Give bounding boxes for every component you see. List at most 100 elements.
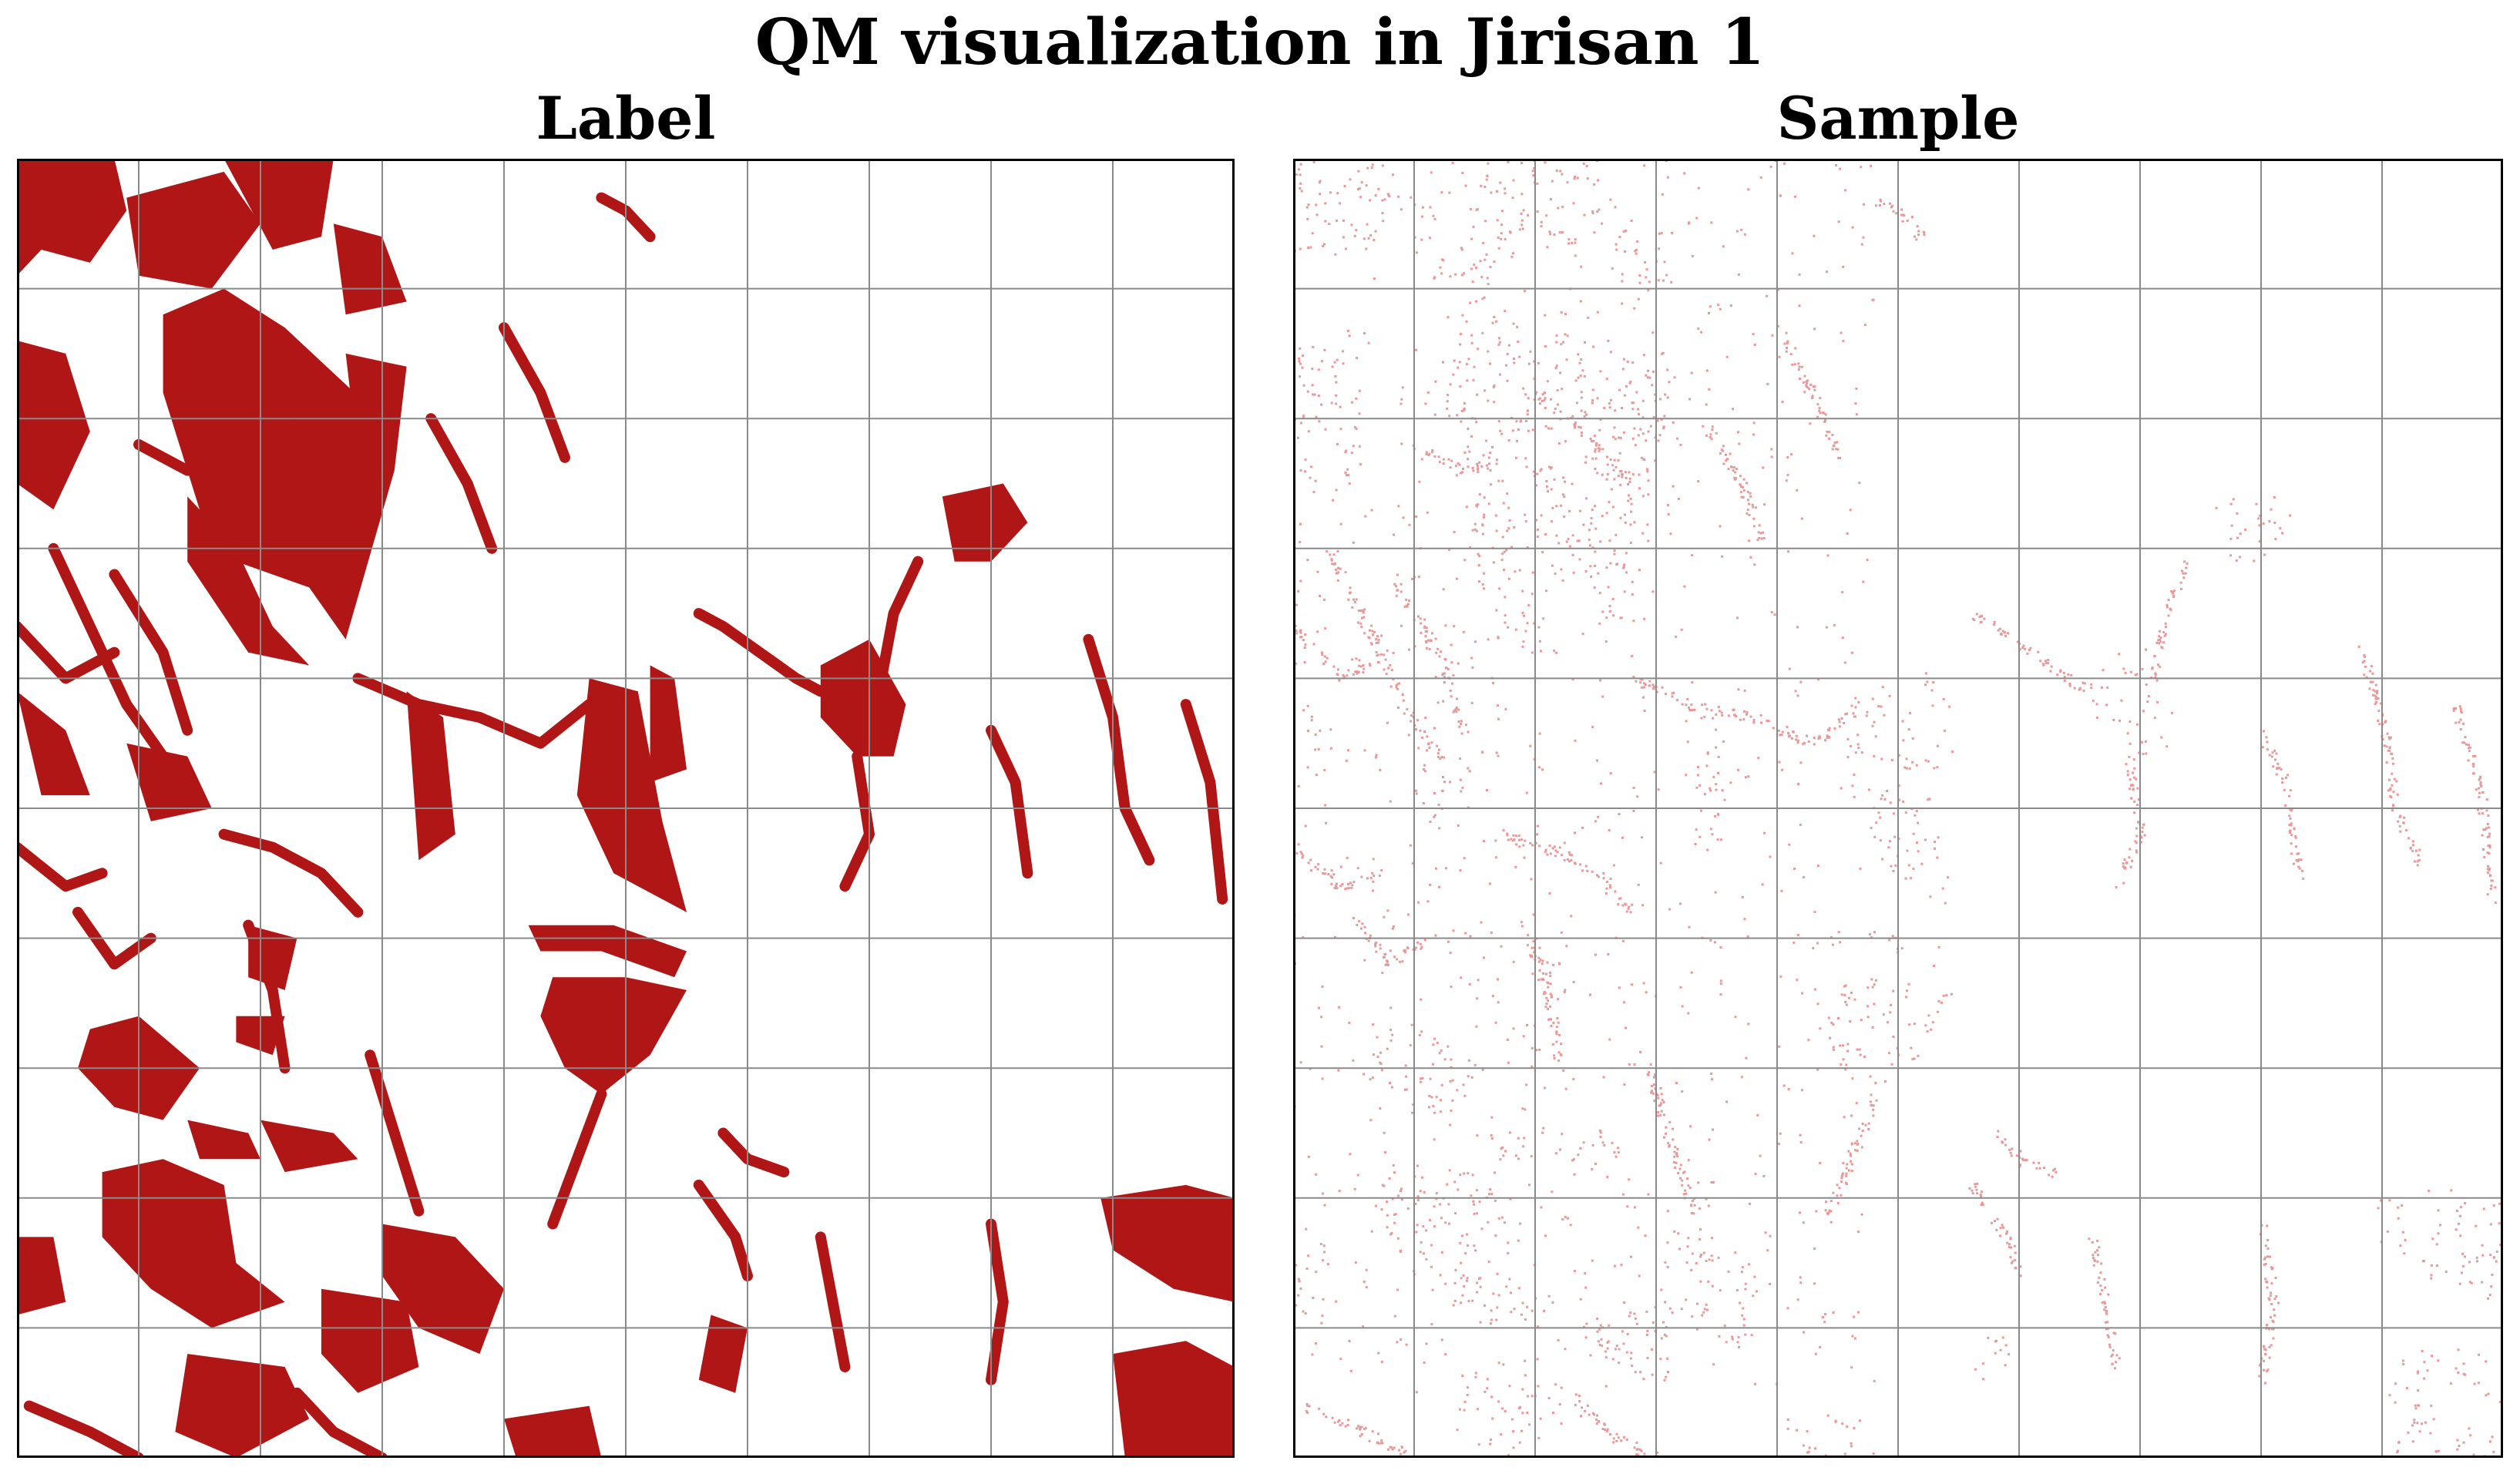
sample-point — [1625, 910, 1628, 913]
sample-point — [1922, 230, 1925, 233]
sample-point — [1341, 1422, 1344, 1425]
sample-point — [1339, 405, 1342, 408]
sample-point — [1443, 1058, 1446, 1061]
sample-point — [2108, 1343, 2111, 1346]
sample-point — [1487, 502, 1490, 505]
sample-point — [1827, 1016, 1830, 1019]
sample-point — [2129, 778, 2132, 781]
sample-point — [1725, 355, 1729, 358]
sample-point — [1542, 617, 1545, 620]
sample-point — [1366, 223, 1369, 226]
landslide-area — [163, 288, 395, 640]
sample-point — [1299, 362, 1302, 365]
sample-point — [1635, 252, 1638, 255]
sample-point — [1469, 935, 1472, 938]
sample-point — [1615, 1439, 1618, 1442]
sample-point — [2488, 852, 2491, 855]
sample-point — [1439, 266, 1442, 269]
sample-point — [2473, 1382, 2476, 1385]
sample-point — [2273, 495, 2276, 499]
sample-point — [1597, 875, 1600, 878]
sample-point — [1758, 536, 1761, 539]
sample-point — [1534, 841, 1537, 844]
sample-point — [1611, 267, 1614, 270]
sample-point — [1540, 220, 1543, 223]
sample-point — [1623, 513, 1626, 516]
sample-point — [1519, 1222, 1522, 1225]
sample-point — [1739, 491, 1742, 494]
sample-point — [1667, 1371, 1670, 1374]
sample-point — [1565, 358, 1568, 361]
sample-point — [1549, 982, 1552, 985]
sample-point — [1521, 611, 1524, 614]
sample-point — [1657, 439, 1660, 442]
sample-point — [1460, 274, 1463, 277]
sample-point — [2135, 827, 2138, 830]
sample-point — [2268, 520, 2271, 523]
sample-point — [2141, 740, 2143, 744]
sample-point — [2391, 762, 2394, 765]
sample-point — [1579, 300, 1582, 303]
sample-point — [1628, 1063, 1631, 1066]
sample-point — [1752, 721, 1756, 724]
sample-point — [2298, 867, 2301, 870]
sample-point — [2051, 1175, 2054, 1178]
sample-point — [1461, 471, 1464, 474]
sample-point — [2029, 646, 2032, 650]
sample-point — [1824, 418, 1826, 421]
sample-point — [1700, 717, 1703, 720]
sample-point — [2159, 639, 2162, 641]
sample-point — [1551, 180, 1554, 183]
sample-point — [1879, 198, 1882, 201]
sample-point — [1414, 1202, 1417, 1205]
sample-point — [1371, 163, 1374, 166]
sample-point — [1574, 238, 1577, 241]
sample-point — [1416, 1195, 1420, 1198]
sample-point — [1314, 733, 1317, 736]
sample-point — [1537, 1436, 1541, 1439]
sample-point — [1477, 564, 1480, 567]
sample-point — [1897, 784, 1900, 787]
sample-point — [1689, 1125, 1692, 1128]
sample-point — [2104, 1302, 2106, 1305]
sample-point — [1591, 509, 1594, 512]
sample-point — [1410, 1023, 1413, 1026]
sample-point — [1573, 1173, 1576, 1176]
sample-point — [1572, 571, 1575, 574]
sample-point — [1688, 706, 1690, 709]
sample-point — [1467, 1059, 1470, 1062]
sample-point — [2115, 886, 2118, 889]
sample-point — [1627, 499, 1630, 502]
sample-point — [1321, 1315, 1324, 1318]
sample-point — [1411, 577, 1413, 580]
sample-point — [1338, 1190, 1341, 1193]
sample-point — [1752, 525, 1756, 528]
sample-point — [1601, 515, 1604, 518]
sample-point — [1842, 340, 1845, 343]
sample-point — [1299, 163, 1302, 166]
sample-point — [1993, 621, 1996, 623]
sample-point — [2485, 798, 2488, 801]
sample-point — [1904, 877, 1907, 880]
sample-point — [1605, 478, 1608, 481]
sample-point — [1584, 1272, 1587, 1275]
sample-point — [1438, 461, 1441, 464]
sample-point — [1295, 1264, 1298, 1267]
sample-point — [1647, 369, 1649, 372]
sample-point — [1747, 775, 1750, 778]
sample-point — [1459, 757, 1462, 760]
sample-point — [1428, 747, 1431, 749]
sample-point — [1660, 232, 1663, 235]
sample-point — [1606, 472, 1609, 475]
sample-point — [1582, 523, 1585, 526]
sample-point — [1611, 464, 1614, 467]
sample-point — [1704, 703, 1707, 706]
sample-point — [1609, 886, 1611, 889]
sample-point — [1490, 1322, 1492, 1325]
sample-point — [1853, 795, 1856, 798]
sample-point — [2101, 686, 2103, 689]
sample-point — [2263, 1359, 2265, 1362]
sample-point — [1473, 528, 1477, 531]
sample-point — [1485, 253, 1488, 256]
sample-point — [1857, 700, 1860, 703]
